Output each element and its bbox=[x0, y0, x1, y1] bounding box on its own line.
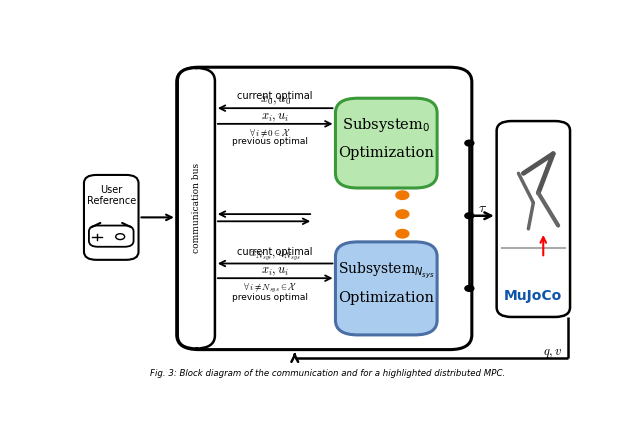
Text: $x_{N_{sys}}, u_{N_{sys}}$: $x_{N_{sys}}, u_{N_{sys}}$ bbox=[250, 250, 301, 263]
FancyBboxPatch shape bbox=[335, 242, 437, 335]
Text: $\forall\, i \neq 0 \in \mathcal{X}$: $\forall\, i \neq 0 \in \mathcal{X}$ bbox=[250, 127, 291, 139]
Text: $\tau$: $\tau$ bbox=[479, 201, 488, 215]
Text: Optimization: Optimization bbox=[339, 146, 435, 160]
FancyBboxPatch shape bbox=[177, 67, 472, 350]
Text: Optimization: Optimization bbox=[339, 291, 435, 305]
Text: $x_i, u_i$: $x_i, u_i$ bbox=[261, 265, 289, 278]
Text: $\forall\, i \neq N_{sys} \in \mathcal{X}$: $\forall\, i \neq N_{sys} \in \mathcal{X… bbox=[243, 282, 297, 295]
Text: User: User bbox=[100, 184, 122, 195]
Circle shape bbox=[465, 213, 474, 219]
Circle shape bbox=[465, 140, 474, 146]
FancyBboxPatch shape bbox=[335, 98, 437, 188]
Text: previous optimal: previous optimal bbox=[232, 293, 308, 301]
Text: Fig. 3: Block diagram of the communication and for a highlighted distributed MPC: Fig. 3: Block diagram of the communicati… bbox=[150, 369, 506, 378]
Text: $x_i, u_i$: $x_i, u_i$ bbox=[261, 111, 289, 124]
Text: current optimal: current optimal bbox=[237, 247, 313, 257]
Text: MuJoCo: MuJoCo bbox=[504, 289, 563, 303]
Circle shape bbox=[396, 191, 409, 199]
Text: Subsystem$_0$: Subsystem$_0$ bbox=[342, 116, 431, 134]
Text: $q, v$: $q, v$ bbox=[543, 347, 562, 360]
FancyBboxPatch shape bbox=[89, 226, 134, 247]
FancyBboxPatch shape bbox=[178, 68, 215, 349]
FancyBboxPatch shape bbox=[497, 121, 570, 317]
Circle shape bbox=[396, 229, 409, 238]
Circle shape bbox=[465, 285, 474, 291]
Text: Subsystem$_{N_{sys}}$: Subsystem$_{N_{sys}}$ bbox=[338, 261, 435, 280]
Circle shape bbox=[396, 210, 409, 218]
FancyBboxPatch shape bbox=[84, 175, 138, 260]
Text: previous optimal: previous optimal bbox=[232, 137, 308, 146]
Text: $x_0, u_0$: $x_0, u_0$ bbox=[260, 95, 291, 108]
Text: current optimal: current optimal bbox=[237, 91, 313, 101]
Text: communication bus: communication bus bbox=[192, 163, 201, 253]
Text: Reference: Reference bbox=[86, 196, 136, 206]
